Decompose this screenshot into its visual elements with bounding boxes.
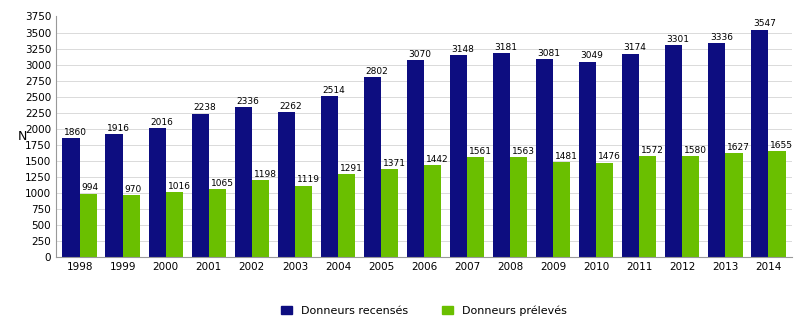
Bar [536, 59, 553, 257]
Text: 3148: 3148 [451, 45, 474, 54]
Text: 2336: 2336 [236, 97, 259, 106]
Text: 1016: 1016 [167, 182, 190, 191]
Text: 3081: 3081 [538, 49, 561, 58]
Y-axis label: N: N [18, 130, 26, 144]
Bar [579, 61, 596, 257]
Bar [252, 181, 269, 257]
Bar [122, 195, 140, 257]
Bar [106, 134, 122, 257]
Bar [191, 114, 209, 257]
Text: 3301: 3301 [666, 35, 690, 44]
Bar [622, 53, 639, 257]
Legend: Donneurs recensés, Donneurs prélevés: Donneurs recensés, Donneurs prélevés [278, 302, 570, 319]
Text: 1916: 1916 [107, 124, 130, 133]
Text: 2802: 2802 [366, 67, 388, 76]
Bar [726, 153, 742, 257]
Text: 3181: 3181 [494, 43, 518, 52]
Text: 1476: 1476 [598, 152, 621, 161]
Bar [450, 55, 467, 257]
Text: 1563: 1563 [512, 147, 535, 156]
Text: 2238: 2238 [194, 104, 216, 113]
Bar [62, 138, 80, 257]
Bar [493, 53, 510, 257]
Bar [467, 157, 484, 257]
Bar [381, 169, 398, 257]
Bar [80, 194, 97, 257]
Bar [338, 175, 355, 257]
Text: 3049: 3049 [581, 51, 603, 60]
Bar [149, 128, 166, 257]
Text: 3336: 3336 [710, 33, 733, 42]
Bar [424, 165, 442, 257]
Bar [639, 156, 657, 257]
Text: 970: 970 [125, 185, 142, 194]
Text: 1442: 1442 [426, 155, 448, 164]
Bar [209, 189, 226, 257]
Bar [510, 157, 527, 257]
Text: 3070: 3070 [409, 50, 431, 59]
Text: 2262: 2262 [279, 102, 302, 111]
Bar [665, 45, 682, 257]
Text: 3174: 3174 [624, 43, 646, 52]
Text: 1481: 1481 [555, 152, 578, 161]
Bar [321, 96, 338, 257]
Text: 1572: 1572 [641, 146, 664, 155]
Text: 1860: 1860 [64, 128, 87, 137]
Bar [364, 78, 381, 257]
Text: 994: 994 [82, 183, 98, 192]
Text: 1065: 1065 [210, 179, 234, 188]
Bar [708, 43, 726, 257]
Text: 1291: 1291 [340, 164, 362, 173]
Bar [751, 30, 768, 257]
Bar [295, 185, 312, 257]
Bar [166, 192, 183, 257]
Bar [234, 107, 252, 257]
Bar [278, 112, 295, 257]
Text: 1371: 1371 [382, 159, 406, 168]
Text: 1580: 1580 [684, 146, 707, 155]
Bar [768, 151, 786, 257]
Text: 3547: 3547 [753, 19, 776, 28]
Text: 1655: 1655 [770, 141, 793, 150]
Bar [596, 163, 614, 257]
Bar [682, 156, 699, 257]
Text: 2016: 2016 [150, 118, 173, 127]
Text: 1627: 1627 [727, 143, 750, 152]
Text: 1198: 1198 [254, 170, 277, 179]
Text: 1561: 1561 [469, 147, 492, 156]
Text: 1119: 1119 [297, 175, 319, 184]
Text: 2514: 2514 [322, 86, 345, 95]
Bar [553, 162, 570, 257]
Bar [406, 60, 424, 257]
